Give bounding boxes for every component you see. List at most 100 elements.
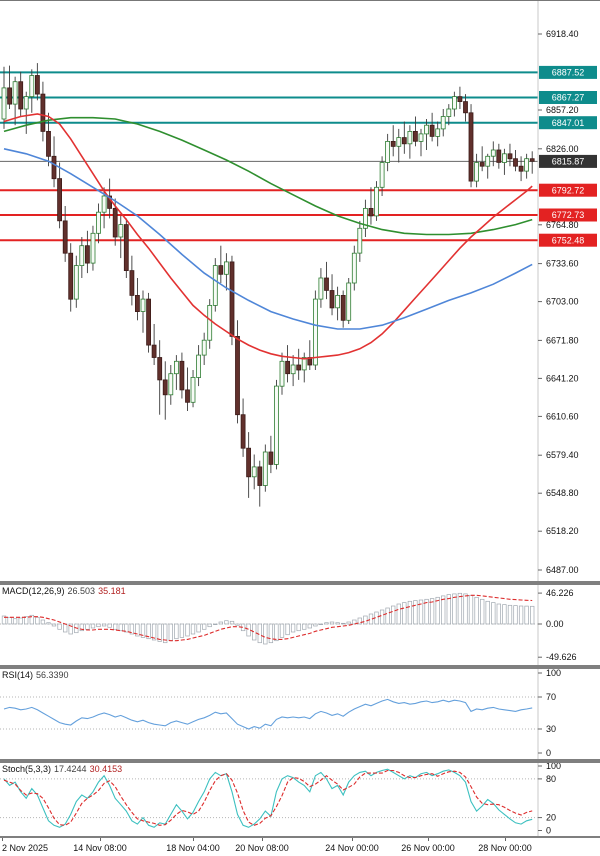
macd-histogram-bar: [502, 604, 507, 625]
price-tick-label: 6518.20: [546, 526, 579, 536]
stoch-k-line: [3, 768, 533, 828]
macd-histogram-bar: [446, 594, 451, 625]
price-tick-label: 6703.00: [546, 297, 579, 307]
macd-histogram-bar: [379, 609, 385, 625]
candle-down: [112, 207, 118, 238]
candle-up: [1, 87, 7, 120]
time-label: 14 Nov 08:00: [73, 843, 127, 853]
macd-histogram-bar: [1, 615, 7, 625]
macd-chart[interactable]: 46.226 0.00 -49.626: [0, 585, 600, 665]
macd-histogram-bar: [40, 619, 46, 625]
price-tick-label: 6733.60: [546, 259, 579, 269]
price-panel[interactable]: 6918.40 6857.20 6826.00 6764.80 6733.60 6703.…: [0, 1, 600, 581]
price-tick-label: 6857.20: [546, 105, 579, 115]
macd-histogram-bar: [57, 623, 62, 630]
candle-down: [285, 360, 291, 375]
macd-histogram-bar: [452, 593, 457, 625]
macd-histogram-bar: [385, 607, 390, 625]
candle-up: [362, 207, 368, 229]
macd-histogram-bar: [363, 615, 368, 625]
candle-down: [185, 389, 190, 403]
time-axis[interactable]: 2 Nov 2025 14 Nov 08:00 18 Nov 04:00 20 Nov…: [0, 836, 600, 856]
price-badge-label: 6772.73: [552, 210, 585, 220]
candle-down: [507, 153, 513, 160]
candle-down: [513, 158, 518, 167]
macd-histogram-bar: [96, 623, 101, 628]
macd-histogram-bar: [407, 600, 413, 625]
tick-label: 46.226: [546, 588, 574, 598]
price-badge-label: 6792.72: [552, 185, 585, 195]
tick-label: 100: [546, 763, 561, 771]
candle-up: [118, 224, 124, 238]
macd-histogram-bar: [252, 623, 257, 641]
macd-histogram-bar: [263, 623, 268, 645]
macd-panel[interactable]: MACD(12,26,9) 26.503 35.181 46.226 0.00 -49.…: [0, 585, 600, 665]
panel-separator[interactable]: [0, 665, 600, 669]
candle-up: [407, 130, 413, 145]
candle-down: [401, 137, 407, 145]
rsi-panel[interactable]: RSI(14) 56.3390 100 70 30 0: [0, 669, 600, 759]
candle-up: [101, 195, 107, 213]
resistance-price-badge: [539, 65, 597, 79]
price-chart[interactable]: 6918.40 6857.20 6826.00 6764.80 6733.60 6703.…: [0, 1, 600, 581]
candle-down: [218, 265, 224, 275]
candle-down: [257, 466, 263, 486]
macd-histogram-bar: [213, 623, 218, 625]
candle-down: [62, 220, 68, 254]
macd-histogram-bar: [480, 598, 485, 625]
candle-up: [96, 211, 101, 234]
macd-label: MACD(12,26,9) 26.503 35.181: [2, 586, 129, 596]
macd-histogram-bar: [207, 623, 212, 628]
candle-down: [496, 149, 502, 163]
rsi-indicator-name: RSI(14): [2, 670, 34, 680]
candle-down: [246, 447, 252, 478]
candle-up: [190, 376, 196, 403]
candle-up: [262, 451, 268, 486]
candle-up: [79, 245, 85, 266]
panel-separator[interactable]: [0, 759, 600, 763]
macd-histogram-bar: [357, 617, 362, 625]
macd-histogram-bar: [424, 598, 429, 625]
candle-up: [312, 298, 318, 366]
macd-histogram-bar: [163, 623, 168, 644]
candle-down: [457, 96, 463, 102]
macd-histogram-bar: [224, 620, 229, 625]
macd-histogram-bar: [24, 616, 29, 625]
stoch-label: Stoch(5,3,3) 17.4244 30.4153: [2, 764, 125, 774]
macd-histogram-bar: [101, 623, 107, 627]
tick-label: 80: [546, 774, 556, 784]
macd-histogram-bar: [168, 623, 173, 642]
candle-up: [490, 149, 496, 157]
ma-fast-blue: [3, 148, 533, 330]
support-price-badge: [539, 233, 597, 247]
time-tick-mark: [2, 838, 3, 841]
macd-histogram-bar: [507, 604, 513, 625]
macd-histogram-bar: [63, 623, 68, 633]
candle-up: [223, 261, 229, 275]
candle-up: [335, 294, 341, 309]
macd-histogram-bar: [418, 599, 424, 625]
macd-histogram-bar: [463, 593, 468, 625]
tick-label: 0.00: [546, 619, 564, 629]
time-tick-mark: [193, 838, 194, 841]
macd-histogram-bar: [279, 623, 285, 638]
candle-up: [524, 158, 529, 172]
stoch-chart[interactable]: 100 80 20 0: [0, 763, 600, 836]
macd-main-value: 26.503: [67, 586, 96, 596]
stoch-panel[interactable]: Stoch(5,3,3) 17.4244 30.4153 100 80 20 0: [0, 763, 600, 836]
macd-histogram-bar: [85, 623, 90, 630]
candle-up: [12, 81, 18, 105]
panel-separator[interactable]: [0, 581, 600, 585]
rsi-chart[interactable]: 100 70 30 0: [0, 669, 600, 759]
support-price-badge: [539, 183, 597, 197]
candle-down: [151, 344, 157, 358]
macd-histogram-bar: [435, 596, 440, 625]
macd-histogram-bar: [174, 623, 179, 640]
price-tick-label: 6764.80: [546, 220, 579, 230]
macd-histogram-bar: [68, 623, 73, 635]
macd-histogram-bar: [79, 623, 84, 632]
candle-up: [374, 186, 379, 217]
candle-up: [318, 277, 324, 300]
candle-down: [162, 379, 168, 396]
macd-histogram-bar: [530, 605, 535, 625]
